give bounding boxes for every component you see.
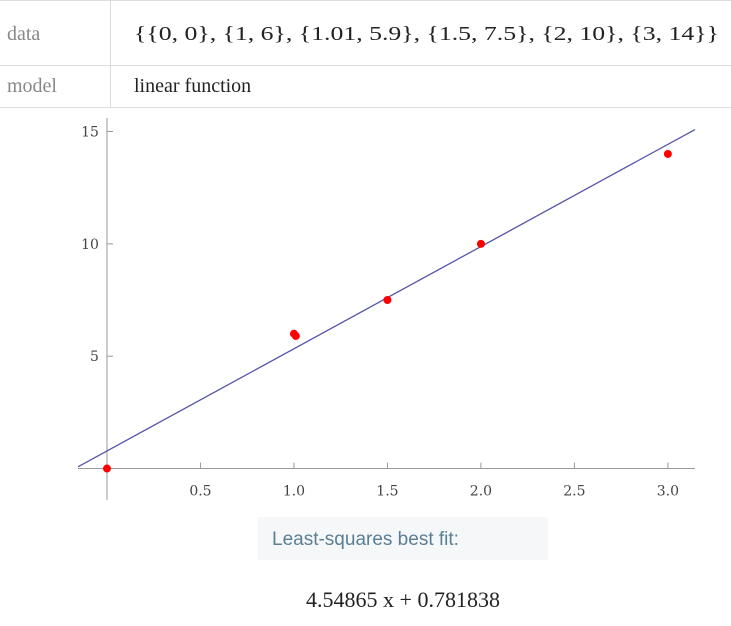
- x-tick-label: 2.5: [563, 484, 585, 500]
- y-tick-label: 5: [90, 349, 99, 365]
- plot: 0.5 1.0 1.5 2.0 2.5 3.0 5 10 15: [77, 118, 696, 500]
- fit-formula: 4.54865 x + 0.781838: [306, 587, 500, 612]
- y-tick-label: 15: [81, 124, 99, 140]
- x-tick-label: 1.5: [376, 484, 398, 500]
- x-tick-label: 0.5: [189, 484, 211, 500]
- x-tick-label: 2.0: [470, 484, 492, 500]
- result-box: [258, 570, 548, 622]
- row-label: model: [7, 75, 57, 97]
- y-tick-label: 10: [81, 237, 99, 253]
- data-point: [291, 331, 300, 340]
- result-heading-box: [258, 517, 548, 560]
- result-heading: Least-squares best fit:: [272, 529, 459, 550]
- x-tick-label: 1.0: [283, 484, 305, 500]
- row-label: data: [7, 23, 40, 45]
- data-point: [476, 239, 485, 248]
- x-tick-label: 3.0: [657, 484, 679, 500]
- data-point: [102, 464, 111, 473]
- row-value: linear function: [134, 75, 251, 97]
- data-point: [663, 149, 672, 158]
- row-value: {{0, 0}, {1, 6}, {1.01, 5.9}, {1.5, 7.5}…: [134, 23, 719, 45]
- data-point: [383, 296, 392, 305]
